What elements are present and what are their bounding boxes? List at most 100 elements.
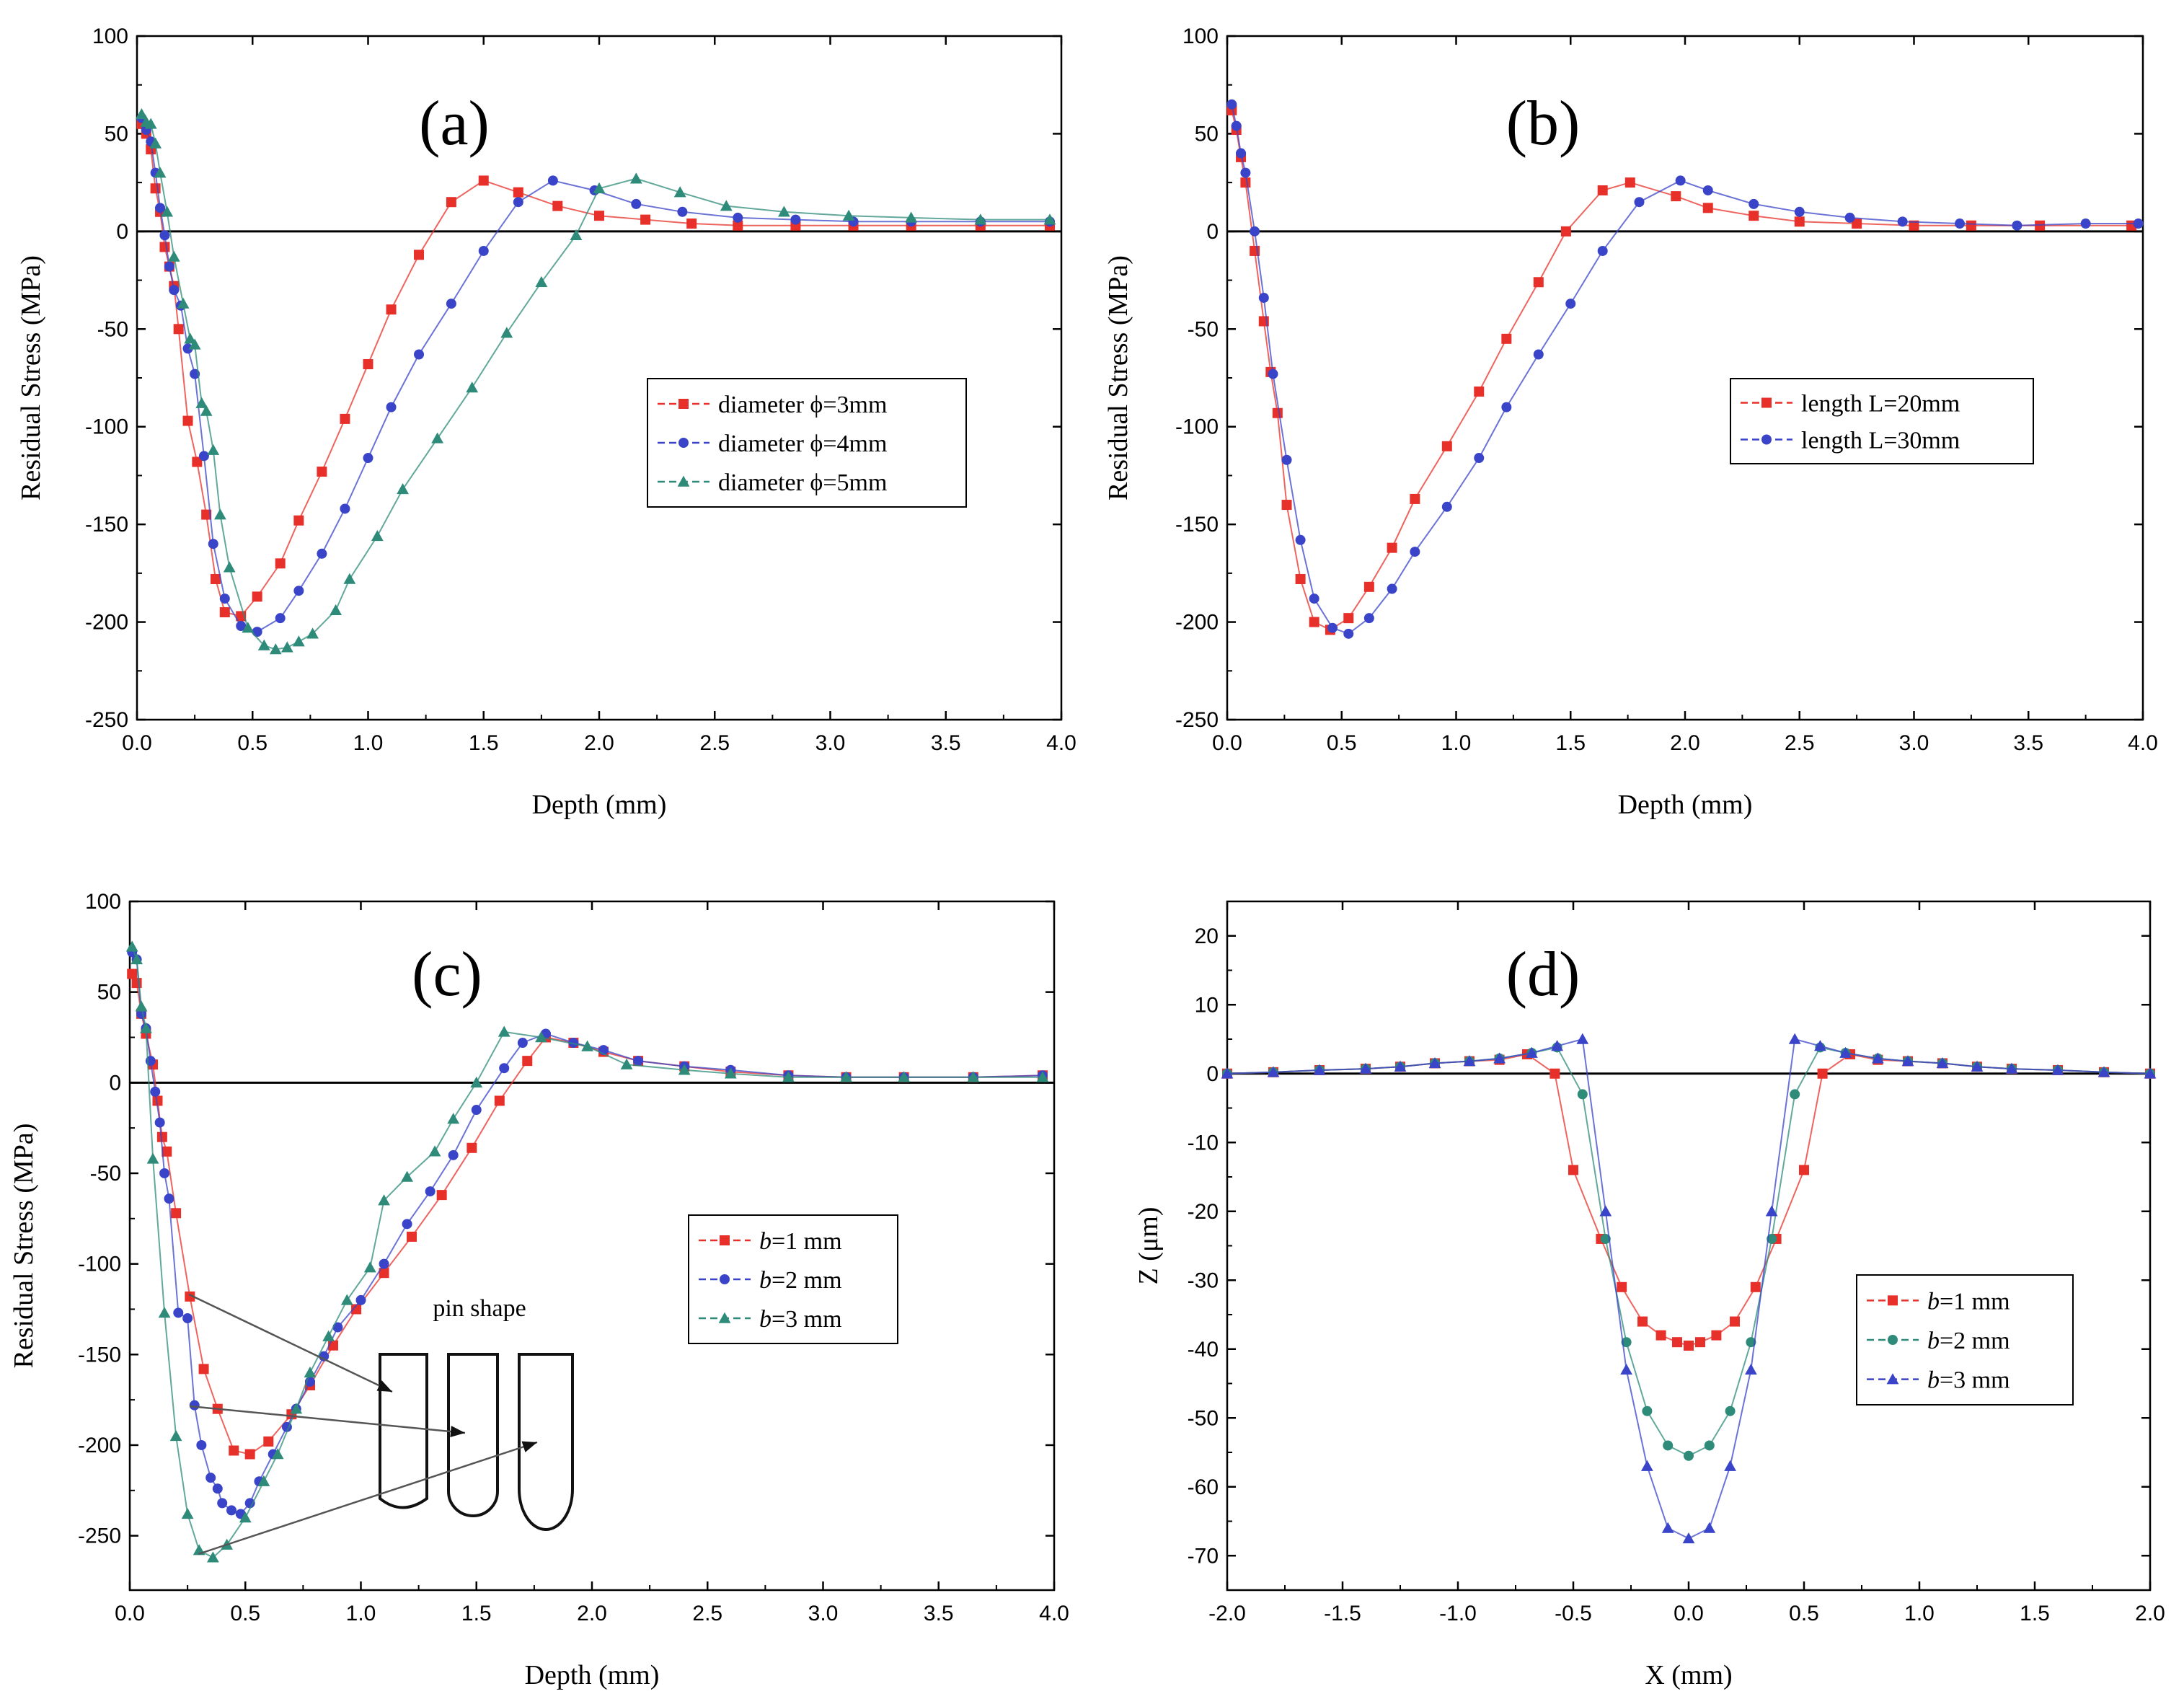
data-point [1971, 1060, 1984, 1072]
data-point [633, 1056, 644, 1067]
data-point [363, 453, 373, 464]
x-tick-label: 2.0 [2135, 1602, 2165, 1625]
data-point [905, 211, 918, 223]
data-point [1620, 1364, 1632, 1375]
data-point [182, 415, 193, 426]
data-point [181, 1508, 194, 1519]
data-point [131, 953, 143, 965]
y-tick-label: 0 [1206, 220, 1219, 244]
data-point [1441, 441, 1452, 451]
x-tick-label: 3.5 [931, 731, 961, 755]
data-point [152, 1095, 163, 1106]
data-point [1309, 593, 1319, 604]
data-point [1281, 500, 1292, 511]
data-point [1790, 1089, 1800, 1100]
data-point [414, 250, 425, 260]
y-tick-label: 0 [109, 1071, 121, 1095]
data-point [192, 456, 203, 467]
data-point [1788, 1033, 1801, 1044]
data-point [162, 1146, 172, 1157]
data-point [1682, 1532, 1695, 1544]
legend-swatch-marker [1886, 1373, 1899, 1385]
series-line [131, 946, 1043, 1559]
data-point [1363, 581, 1374, 592]
data-point [1240, 167, 1251, 178]
y-tick-label: 100 [85, 890, 121, 914]
data-point [1549, 1068, 1560, 1079]
data-point [401, 1170, 413, 1182]
data-point [1684, 1450, 1694, 1461]
data-point [1746, 1337, 1756, 1348]
data-point [212, 1483, 223, 1494]
plot-frame [1226, 900, 2152, 1592]
data-point [150, 1086, 161, 1097]
data-point [155, 203, 166, 213]
data-point [177, 297, 190, 309]
x-tick-label: 2.5 [1785, 731, 1815, 755]
data-point [1258, 292, 1269, 303]
data-point [127, 968, 138, 979]
data-point [1872, 1052, 1884, 1064]
panel-b: 0.0 0.5 1.0 1.5 2.0 2.5 3.0 3.5 4.0 -250 -200 -150 -… [1103, 25, 2158, 820]
legend-swatch-marker [720, 1235, 730, 1245]
x-tick-label: 2.0 [1670, 731, 1700, 755]
data-point [1231, 120, 1242, 131]
data-point [184, 332, 197, 344]
series-line [1231, 104, 2139, 635]
legend-label: b=2 mm [1927, 1328, 2010, 1354]
data-point [1394, 1060, 1407, 1072]
pin-shape-label: pin shape [433, 1295, 526, 1322]
data-point [1359, 1062, 1372, 1074]
y-tick-label: 0 [1206, 1062, 1219, 1086]
legend-label: b=3 mm [1927, 1367, 2010, 1394]
y-tick-label: -200 [78, 1434, 121, 1457]
data-point [290, 1403, 303, 1414]
data-point [967, 1071, 980, 1082]
data-point [1463, 1055, 1476, 1067]
x-tick-label: 2.0 [584, 731, 614, 755]
x-tick-label: 1.5 [461, 1602, 492, 1625]
data-point [371, 529, 384, 542]
data-point [1597, 185, 1608, 195]
data-point [407, 1231, 417, 1242]
y-tick-label: -30 [1188, 1268, 1219, 1292]
data-point [292, 635, 305, 647]
legend-swatch-marker [1888, 1295, 1898, 1306]
data-point [1568, 1165, 1578, 1175]
data-point [466, 381, 479, 393]
x-tick-label: 3.0 [808, 1602, 839, 1625]
data-point [188, 338, 201, 350]
y-tick-label: -150 [85, 513, 128, 537]
data-point [207, 443, 220, 455]
data-point [471, 1105, 482, 1116]
data-point [275, 613, 286, 624]
panel-title: (a) [419, 89, 490, 159]
data-point [1839, 1046, 1852, 1058]
data-point [379, 1258, 389, 1269]
y-tick-label: -100 [1175, 415, 1219, 439]
data-point [1844, 212, 1855, 223]
data-point [1750, 1281, 1761, 1292]
y-tick-label: -50 [1188, 1406, 1219, 1430]
data-point [446, 299, 456, 309]
data-point [1966, 220, 1976, 231]
data-point [1250, 226, 1260, 237]
data-point [213, 508, 226, 520]
data-point [397, 482, 409, 495]
y-axis-label: Residual Stress (MPa) [1103, 255, 1133, 500]
data-point [144, 118, 157, 129]
y-tick-label: -250 [1175, 708, 1219, 732]
data-point [1560, 226, 1571, 237]
series-2 [127, 947, 1048, 1519]
arrow-head [521, 1441, 537, 1452]
data-point [198, 451, 209, 462]
x-axis-label: Depth (mm) [1618, 790, 1753, 820]
data-point [2144, 1067, 2157, 1079]
panel-c: 0.0 0.5 1.0 1.5 2.0 2.5 3.0 3.5 4.0 -250 -200 -150 -… [9, 890, 1069, 1690]
x-tick-label: -1.0 [1439, 1602, 1477, 1625]
data-point [340, 413, 350, 424]
data-point [244, 1498, 255, 1509]
data-point [778, 206, 790, 217]
data-point [629, 172, 642, 184]
data-point [552, 200, 563, 211]
